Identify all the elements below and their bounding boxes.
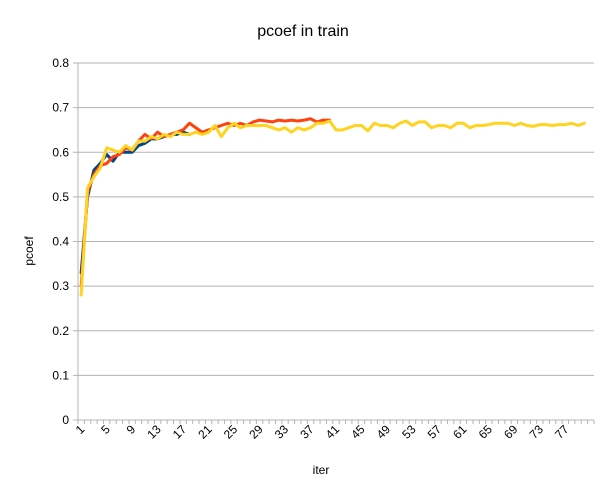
x-tick-label: 45 — [348, 422, 368, 442]
y-tick-label: 0.5 — [52, 190, 69, 204]
y-tick-label: 0.4 — [52, 235, 69, 249]
x-tick-label: 13 — [144, 422, 164, 442]
series-line-3 — [79, 119, 586, 297]
x-tick-label: 57 — [425, 422, 445, 442]
x-tick-label: 5 — [98, 422, 113, 437]
y-axis-tick-labels: 0 0.1 0.2 0.3 0.4 0.5 0.6 0.7 0.8 — [52, 56, 69, 427]
y-tick-label: 0.2 — [52, 324, 69, 338]
y-tick-label: 0 — [62, 413, 69, 427]
y-tick-label: 0.3 — [52, 279, 69, 293]
x-tick-label: 9 — [124, 422, 139, 437]
x-tick-label: 1 — [73, 422, 88, 437]
x-tick-label: 41 — [323, 422, 343, 442]
x-axis-tick-labels: 1 5 9 13 17 21 25 29 33 37 41 45 49 53 57 61 65 69 73 77 — [73, 422, 572, 442]
x-tick-label: 53 — [399, 422, 419, 442]
chart-title: pcoef in train — [257, 23, 349, 40]
x-tick-label: 37 — [297, 422, 317, 442]
x-tick-label: 33 — [272, 422, 292, 442]
series-lines — [79, 117, 586, 297]
x-tick-label: 69 — [501, 422, 521, 442]
x-axis-label: iter — [313, 463, 330, 477]
x-tick-label: 25 — [221, 422, 241, 442]
axes — [73, 62, 595, 424]
x-tick-label: 49 — [374, 422, 394, 442]
x-tick-label: 29 — [246, 422, 266, 442]
gridlines — [78, 62, 594, 421]
y-tick-label: 0.6 — [52, 145, 69, 159]
x-tick-label: 77 — [552, 422, 572, 442]
x-tick-label: 73 — [527, 422, 547, 442]
y-tick-label: 0.7 — [52, 101, 69, 115]
series-line-1 — [79, 130, 191, 275]
x-tick-label: 21 — [195, 422, 215, 442]
series-line-2 — [79, 117, 332, 288]
x-tick-label: 65 — [476, 422, 496, 442]
y-tick-label: 0.1 — [52, 368, 69, 382]
x-tick-label: 17 — [170, 422, 190, 442]
y-axis-label: pcoef — [22, 236, 36, 266]
x-tick-label: 61 — [450, 422, 470, 442]
y-tick-label: 0.8 — [52, 56, 69, 70]
